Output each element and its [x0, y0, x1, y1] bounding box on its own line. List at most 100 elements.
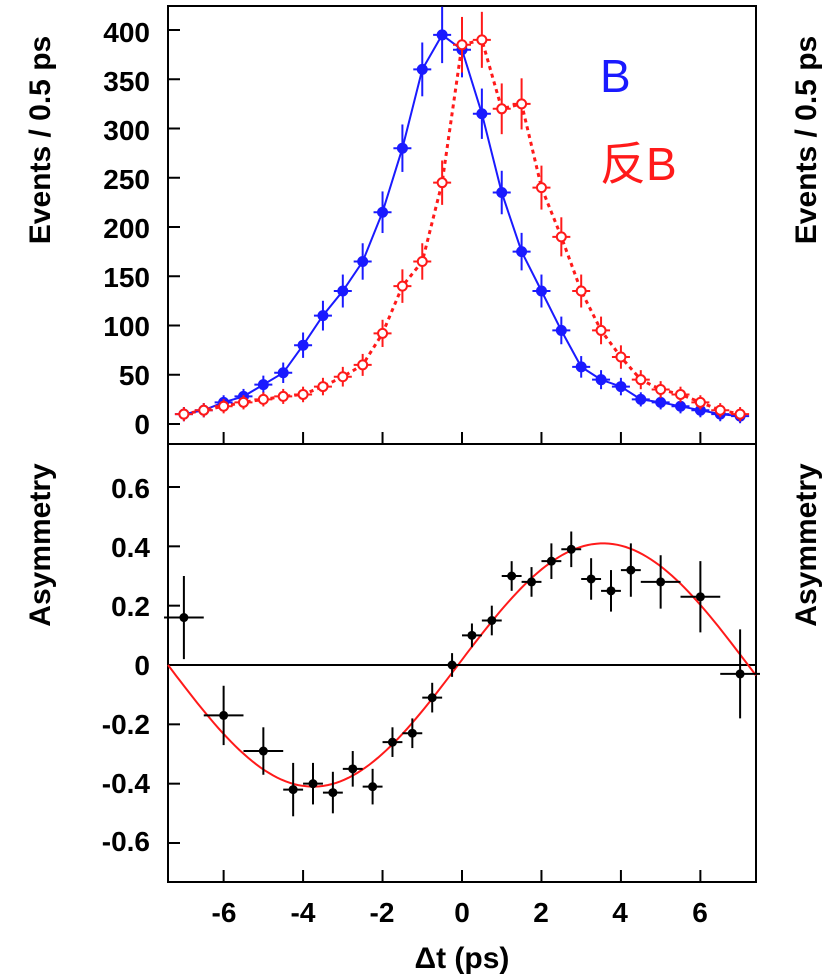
bottom-ytick-0: 0: [134, 650, 150, 681]
plot-layer: [164, 6, 760, 882]
antib-point: [377, 327, 389, 339]
antib-point: [535, 182, 547, 194]
antib-point: [635, 374, 647, 386]
bottom-ytick-m06: -0.6: [102, 826, 150, 857]
asymmetry-point: [427, 693, 437, 703]
b-point: [337, 285, 349, 297]
antib-point: [178, 408, 190, 420]
b-point: [496, 187, 508, 199]
antib-point: [277, 390, 289, 402]
b-point: [555, 324, 567, 336]
asymmetry-point: [387, 737, 397, 747]
asymmetry-point: [407, 728, 417, 738]
xtick-m6: -6: [212, 897, 237, 928]
b-point: [257, 379, 269, 391]
bottom-ytick-06: 0.6: [111, 473, 150, 504]
antib-point: [357, 359, 369, 371]
antib-point: [317, 381, 329, 393]
asymmetry-point: [368, 782, 378, 792]
b-point: [575, 361, 587, 373]
bottom-ytick-m04: -0.4: [102, 768, 151, 799]
top-ytick-400: 400: [103, 17, 150, 48]
antib-point: [237, 396, 249, 408]
asymmetry-point: [546, 556, 556, 566]
top-y-axis-title: Events / 0.5 ps: [24, 36, 57, 244]
asymmetry-point: [288, 785, 298, 795]
b-point: [655, 396, 667, 408]
asymmetry-point: [735, 669, 745, 679]
asymmetry-point: [179, 613, 189, 623]
b-point: [516, 246, 528, 258]
b-point: [416, 63, 428, 75]
asymmetry-point: [447, 660, 457, 670]
top-ytick-250: 250: [103, 164, 150, 195]
asymmetry-point: [527, 577, 537, 587]
b-point: [615, 381, 627, 393]
antib-point: [337, 371, 349, 383]
asymmetry-point: [467, 630, 477, 640]
asymmetry-point: [656, 577, 666, 587]
asymmetry-point: [507, 571, 517, 581]
xtick-0: 0: [454, 897, 470, 928]
b-fit-curve: [183, 33, 741, 418]
antib-point: [615, 351, 627, 363]
b-point: [635, 393, 647, 405]
xtick-m2: -2: [370, 897, 395, 928]
xtick-6: 6: [692, 897, 708, 928]
antib-point: [198, 404, 210, 416]
asymmetry-point: [258, 746, 268, 756]
bottom-y-ticks: -0.6 -0.4 -0.2 0 0.2 0.4 0.6: [102, 473, 151, 857]
right-top-y-axis-title: Events / 0.5 ps: [790, 36, 823, 244]
antib-point: [257, 393, 269, 405]
b-point: [357, 255, 369, 267]
antib-point: [555, 231, 567, 243]
bottom-ytick-02: 0.2: [111, 591, 150, 622]
antib-point: [297, 388, 309, 400]
top-ytick-50: 50: [119, 360, 150, 391]
asymmetry-point: [487, 616, 497, 625]
asymmetry-point: [566, 544, 576, 554]
antib-point: [476, 34, 488, 46]
x-ticks: -6 -4 -2 0 2 4 6: [212, 897, 708, 928]
b-point: [436, 29, 448, 41]
antib-fit-curve: [183, 38, 741, 416]
xtick-2: 2: [533, 897, 549, 928]
bottom-panel-frame: [167, 443, 757, 883]
top-ytick-200: 200: [103, 213, 150, 244]
b-point: [595, 374, 607, 386]
asymmetry-point: [606, 586, 616, 596]
asymmetry-point: [308, 779, 318, 789]
antib-point: [218, 400, 230, 412]
top-ytick-0: 0: [134, 409, 150, 440]
b-point: [317, 310, 329, 322]
b-point: [297, 339, 309, 351]
antib-point: [456, 39, 468, 51]
antib-point: [516, 98, 528, 110]
b-point: [535, 285, 547, 297]
bottom-y-axis-title: Asymmetry: [24, 463, 57, 627]
asymmetry-point: [626, 565, 636, 575]
antib-point: [396, 280, 408, 292]
right-bottom-y-axis-title: Asymmetry: [790, 463, 823, 627]
top-y-ticks: 0 50 100 150 200 250 300 350 400: [103, 17, 150, 440]
antib-point: [595, 324, 607, 336]
top-ytick-300: 300: [103, 115, 150, 146]
asymmetry-point: [328, 788, 338, 798]
asymmetry-point: [695, 592, 705, 602]
antib-point: [496, 103, 508, 115]
antib-point: [694, 396, 706, 408]
x-axis-title: Δt (ps): [415, 942, 510, 975]
top-ytick-100: 100: [103, 311, 150, 342]
antib-point: [436, 177, 448, 189]
legend-antib: 反B: [600, 138, 677, 190]
antib-point: [575, 285, 587, 297]
antib-point: [714, 404, 726, 416]
b-point: [277, 367, 289, 379]
xtick-4: 4: [612, 897, 628, 928]
asymmetry-point: [348, 764, 358, 774]
bottom-ytick-m02: -0.2: [102, 709, 150, 740]
legend-b: B: [600, 50, 631, 102]
top-ytick-150: 150: [103, 262, 150, 293]
b-point: [476, 108, 488, 120]
